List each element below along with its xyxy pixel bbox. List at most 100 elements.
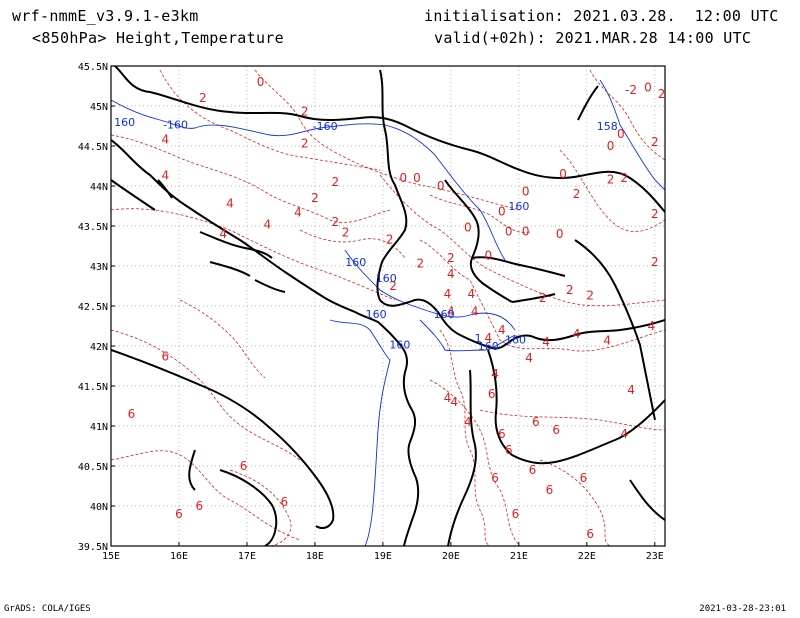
temperature-label: 4	[447, 305, 455, 319]
height-label: 160	[114, 116, 135, 129]
lon-tick-label: 23E	[646, 551, 664, 562]
temperature-label: 4	[484, 331, 492, 345]
temperature-label: 0	[399, 171, 407, 185]
lat-tick-label: 42.5N	[78, 302, 108, 313]
coastlines-borders	[111, 66, 665, 546]
temperature-label: 6	[128, 407, 136, 421]
temperature-label: 0	[522, 185, 530, 199]
temperature-label: 2	[447, 251, 455, 265]
temperature-label: 2	[311, 191, 319, 205]
temperature-label: 6	[281, 495, 289, 509]
lat-tick-label: 40.5N	[78, 462, 108, 473]
temperature-label: 6	[162, 349, 170, 363]
temperature-label: 4	[573, 327, 581, 341]
temperature-label: 0	[505, 225, 513, 239]
temperature-label: 6	[498, 427, 506, 441]
temperature-label: 0	[257, 75, 265, 89]
temperature-label: 0	[413, 171, 421, 185]
lon-tick-label: 22E	[578, 551, 596, 562]
temperature-label: 4	[450, 395, 458, 409]
temperature-label: 4	[525, 351, 533, 365]
temperature-label: 2	[301, 137, 309, 151]
lat-tick-label: 43.5N	[78, 222, 108, 233]
temperature-label: 4	[542, 335, 550, 349]
temperature-label: 0	[437, 179, 445, 193]
temperature-label: 0	[498, 205, 506, 219]
height-label: 160	[376, 272, 397, 285]
temperature-label: 6	[488, 387, 496, 401]
valid-time: valid(+02h): 2021.MAR.28 14:00 UTC	[434, 29, 752, 47]
lon-tick-label: 17E	[238, 551, 256, 562]
temperature-label: 2	[389, 279, 397, 293]
lat-tick-label: 44.5N	[78, 142, 108, 153]
temperature-label: 4	[162, 133, 170, 147]
temperature-label: 2	[331, 175, 339, 189]
temperature-label: 2	[342, 225, 350, 239]
height-label: 160	[389, 338, 410, 351]
temperature-label: 4	[264, 217, 272, 231]
lat-tick-label: 45N	[90, 102, 108, 113]
level-fields-title: <850hPa> Height,Temperature	[32, 29, 284, 47]
height-label: 160	[505, 334, 526, 347]
height-label: 160	[366, 308, 387, 321]
temperature-label: 2	[539, 291, 547, 305]
height-label: 160	[478, 340, 499, 353]
height-label: 160	[345, 256, 366, 269]
temperature-label: 6	[505, 443, 513, 457]
temperature-label: 2	[331, 215, 339, 229]
temperature-label: 4	[620, 427, 628, 441]
temperature-label: 6	[546, 483, 554, 497]
temperature-label: 0	[464, 221, 472, 235]
height-contours	[111, 79, 665, 546]
footer-timestamp: 2021-03-28-23:01	[699, 604, 786, 614]
temperature-label: 4	[447, 267, 455, 281]
temperature-label: 2	[199, 91, 207, 105]
lat-tick-label: 41N	[90, 422, 108, 433]
initialisation-time: initialisation: 2021.03.28. 12:00 UTC	[424, 7, 779, 25]
temperature-label: 4	[226, 197, 234, 211]
temperature-label: 0	[607, 139, 615, 153]
lat-tick-label: 43N	[90, 262, 108, 273]
lat-tick-label: 45.5N	[78, 62, 108, 73]
temperature-label: 6	[532, 415, 540, 429]
temperature-label: 6	[586, 527, 594, 541]
temperature-label: 2	[573, 187, 581, 201]
temperature-label: 0	[617, 127, 625, 141]
lon-tick-label: 15E	[102, 551, 120, 562]
temperature-label: 4	[491, 367, 499, 381]
lat-tick-label: 41.5N	[78, 382, 108, 393]
temperature-label: -2	[625, 83, 637, 97]
temperature-label: 6	[580, 471, 588, 485]
height-label: 160	[434, 308, 455, 321]
temperature-label: 2	[658, 87, 666, 101]
height-label: 160	[508, 200, 529, 213]
temperature-label: 4	[294, 205, 302, 219]
temperature-label: 6	[529, 463, 537, 477]
height-label: 1	[475, 332, 482, 345]
temperature-label: 2	[651, 207, 659, 221]
model-title: wrf-nmmE_v3.9.1-e3km	[12, 7, 199, 25]
temperature-label: 2	[651, 135, 659, 149]
lon-tick-label: 20E	[442, 551, 460, 562]
temperature-label: 4	[471, 305, 479, 319]
lat-tick-label: 44N	[90, 182, 108, 193]
lat-tick-label: 42N	[90, 342, 108, 353]
temperature-label: 2	[651, 255, 659, 269]
temperature-isotherms	[111, 69, 665, 546]
height-label: -160	[163, 118, 188, 131]
temperature-label: 2	[416, 257, 424, 271]
temperature-label: 4	[444, 287, 452, 301]
temperature-label: 4	[444, 391, 452, 405]
temperature-label: 4	[162, 169, 170, 183]
lon-tick-label: 19E	[374, 551, 392, 562]
temperature-label: 0	[484, 249, 492, 263]
temperature-label: 4	[464, 415, 472, 429]
temperature-label: 4	[467, 287, 475, 301]
temperature-label: 4	[498, 323, 506, 337]
temperature-label: 0	[556, 227, 564, 241]
temperature-label: 6	[552, 423, 560, 437]
temperature-label: 0	[522, 225, 530, 239]
